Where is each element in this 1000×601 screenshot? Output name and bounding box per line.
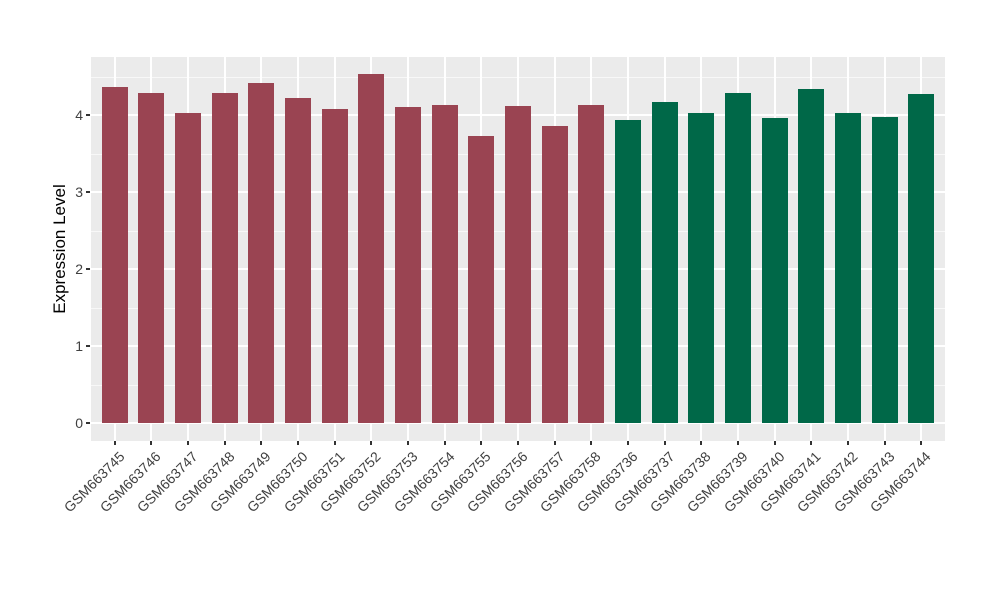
y-tick-label: 0 (75, 415, 83, 431)
bar-GSM663753 (395, 107, 422, 423)
x-tick-mark (847, 441, 850, 445)
x-tick-mark (920, 441, 923, 445)
bar-GSM663736 (615, 119, 642, 423)
bar-GSM663751 (321, 108, 348, 423)
x-tick-mark (480, 441, 483, 445)
bar-GSM663743 (871, 117, 898, 423)
bar-GSM663741 (798, 88, 825, 423)
x-tick-mark (590, 441, 593, 445)
bar-GSM663750 (285, 98, 312, 423)
x-tick-mark (223, 441, 226, 445)
bar-GSM663754 (431, 104, 458, 423)
x-tick-mark (370, 441, 373, 445)
y-tick-mark (86, 191, 90, 193)
x-tick-mark (773, 441, 776, 445)
bar-GSM663756 (505, 105, 532, 423)
x-tick-mark (187, 441, 190, 445)
x-tick-mark (737, 441, 740, 445)
y-tick-label: 2 (75, 261, 83, 277)
bar-GSM663752 (358, 74, 385, 423)
x-tick-mark (553, 441, 556, 445)
bar-GSM663740 (761, 118, 788, 423)
x-tick-mark (810, 441, 813, 445)
x-tick-mark (883, 441, 886, 445)
bar-GSM663748 (211, 93, 238, 423)
x-tick-mark (663, 441, 666, 445)
bar-GSM663739 (725, 92, 752, 423)
x-tick-mark (517, 441, 520, 445)
y-axis-title: Expression Level (50, 184, 69, 314)
bar-GSM663758 (578, 104, 605, 423)
y-tick-mark (86, 268, 90, 270)
y-tick-label: 1 (75, 338, 83, 354)
x-tick-mark (700, 441, 703, 445)
bar-GSM663755 (468, 135, 495, 423)
bar-GSM663738 (688, 113, 715, 423)
x-tick-mark (627, 441, 630, 445)
y-tick-mark (86, 422, 90, 424)
x-tick-mark (113, 441, 116, 445)
x-tick-mark (333, 441, 336, 445)
x-tick-mark (407, 441, 410, 445)
bar-GSM663749 (248, 82, 275, 423)
bar-GSM663737 (651, 101, 678, 423)
y-tick-label: 3 (75, 184, 83, 200)
bar-GSM663746 (138, 92, 165, 423)
bar-GSM663745 (101, 87, 128, 423)
bar-GSM663744 (908, 94, 935, 423)
plot-panel (91, 57, 945, 441)
x-tick-mark (260, 441, 263, 445)
bar-GSM663757 (541, 125, 568, 423)
bar-GSM663747 (175, 113, 202, 423)
y-tick-mark (86, 114, 90, 116)
y-tick-mark (86, 345, 90, 347)
x-tick-mark (150, 441, 153, 445)
bar-GSM663742 (835, 112, 862, 423)
y-tick-label: 4 (75, 107, 83, 123)
x-tick-mark (443, 441, 446, 445)
x-tick-mark (297, 441, 300, 445)
